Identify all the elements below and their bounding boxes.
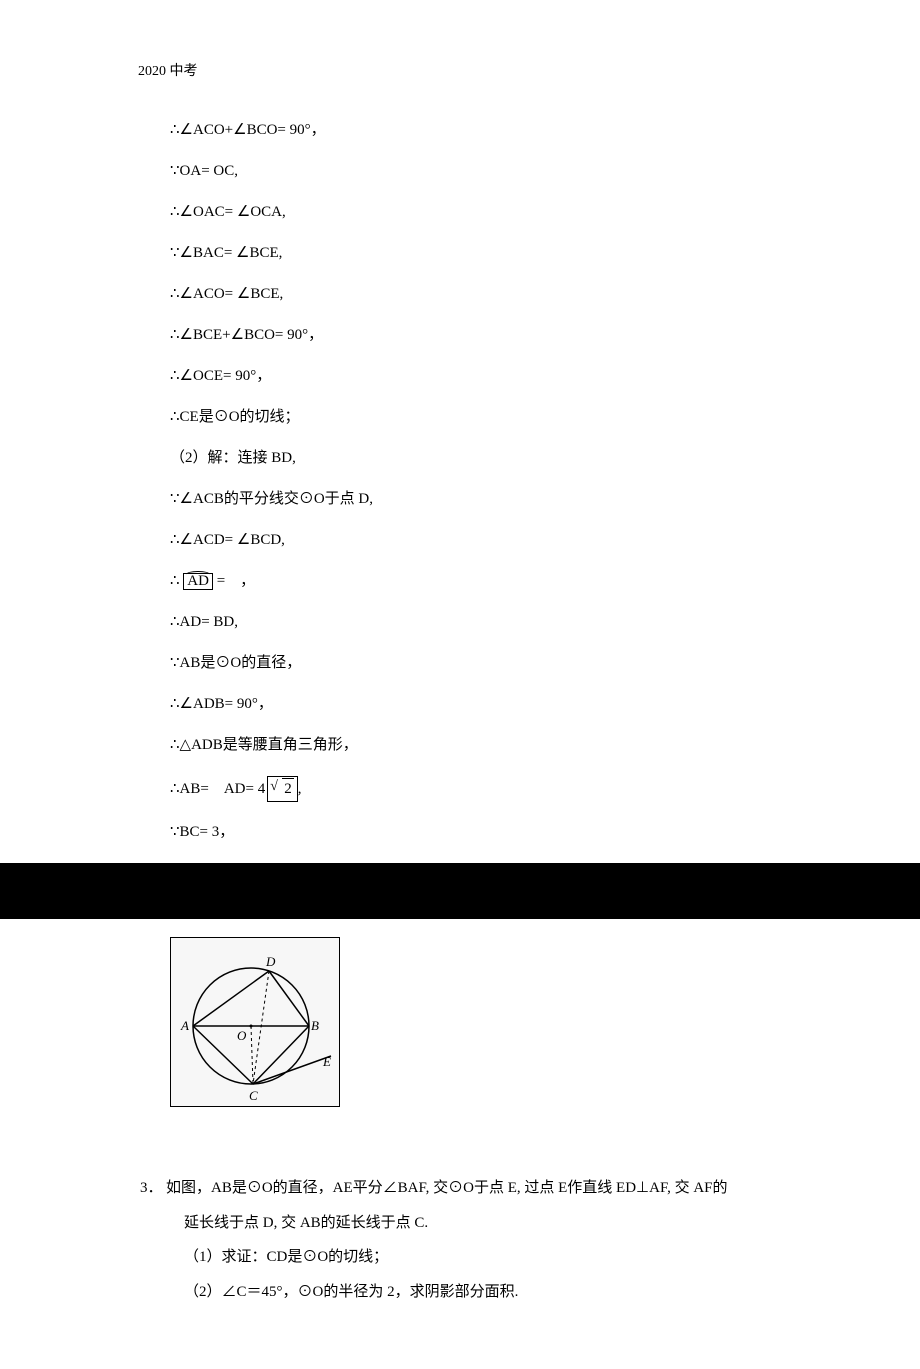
proof-line-sqrt: ∴AB= AD= 4√2, bbox=[170, 776, 820, 802]
sqrt-arg: 2 bbox=[282, 778, 294, 800]
label-o: O bbox=[237, 1028, 247, 1043]
proof-line: ∴∠ACD= ∠BCD, bbox=[170, 530, 820, 551]
proof-line: ∴∠ACO= ∠BCE, bbox=[170, 284, 820, 305]
sqrt-symbol: √ bbox=[270, 777, 278, 797]
chord-db bbox=[269, 971, 309, 1026]
label-a: A bbox=[180, 1018, 189, 1033]
problem-sub2: （2）∠C＝45°，⊙O的半径为 2，求阴影部分面积. bbox=[140, 1275, 820, 1310]
text-fragment: , bbox=[298, 781, 302, 797]
proof-line: ∵BC= 3， bbox=[170, 822, 820, 843]
proof-line: ∴CE是⊙O的切线； bbox=[170, 407, 820, 428]
proof-line: ∵AB是⊙O的直径， bbox=[170, 653, 820, 674]
proof-line: ∴AD= BD, bbox=[170, 612, 820, 633]
chord-ad bbox=[193, 971, 269, 1026]
text-fragment: ∴ bbox=[170, 573, 180, 589]
page-header: 2020 中考 bbox=[138, 60, 920, 80]
problem-line: 延长线于点 D, 交 AB的延长线于点 C. bbox=[140, 1206, 820, 1241]
document-page: 2020 中考 ∴∠ACO+∠BCO= 90°， ∵OA= OC, ∴∠OAC=… bbox=[0, 0, 920, 1369]
seg-oc bbox=[251, 1026, 253, 1084]
problem-number: 3． bbox=[140, 1171, 166, 1206]
problem-text: 如图，AB是⊙O的直径，AE平分∠BAF, 交⊙O于点 E, 过点 E作直线 E… bbox=[166, 1180, 728, 1196]
proof-line: ∴△ADB是等腰直角三角形， bbox=[170, 735, 820, 756]
problem-line: 3．如图，AB是⊙O的直径，AE平分∠BAF, 交⊙O于点 E, 过点 E作直线… bbox=[140, 1171, 820, 1206]
proof-line: ∴∠OCE= 90°， bbox=[170, 366, 820, 387]
content-area: ∴∠ACO+∠BCO= 90°， ∵OA= OC, ∴∠OAC= ∠OCA, ∵… bbox=[170, 120, 820, 1309]
text-fragment: ∴AB= AD= 4 bbox=[170, 781, 265, 797]
proof-line: （2）解：连接 BD, bbox=[170, 448, 820, 469]
proof-line: ∵OA= OC, bbox=[170, 161, 820, 182]
text-fragment: = ， bbox=[217, 573, 255, 589]
tangent-ce bbox=[253, 1056, 331, 1084]
label-c: C bbox=[249, 1088, 258, 1103]
proof-line-arc: ∴ AD = ， bbox=[170, 571, 820, 592]
problem-3: 3．如图，AB是⊙O的直径，AE平分∠BAF, 交⊙O于点 E, 过点 E作直线… bbox=[140, 1171, 820, 1309]
circle-diagram-svg: A B D C E O bbox=[171, 938, 339, 1106]
seg-dc bbox=[253, 971, 269, 1084]
redaction-bar bbox=[0, 863, 920, 919]
arc-notation: AD bbox=[183, 573, 213, 590]
label-e: E bbox=[322, 1054, 331, 1069]
proof-line: ∴∠BCE+∠BCO= 90°， bbox=[170, 325, 820, 346]
label-d: D bbox=[265, 954, 276, 969]
proof-line: ∵∠ACB的平分线交⊙O于点 D, bbox=[170, 489, 820, 510]
proof-line: ∴∠ADB= 90°， bbox=[170, 694, 820, 715]
label-b: B bbox=[311, 1018, 319, 1033]
proof-line: ∴∠OAC= ∠OCA, bbox=[170, 202, 820, 223]
figure-container: A B D C E O bbox=[170, 937, 820, 1111]
geometry-figure: A B D C E O bbox=[170, 937, 340, 1107]
problem-sub1: （1）求证：CD是⊙O的切线； bbox=[140, 1240, 820, 1275]
proof-line: ∴∠ACO+∠BCO= 90°， bbox=[170, 120, 820, 141]
point-o bbox=[250, 1025, 253, 1028]
sqrt-box: √2 bbox=[267, 776, 298, 802]
proof-line: ∵∠BAC= ∠BCE, bbox=[170, 243, 820, 264]
